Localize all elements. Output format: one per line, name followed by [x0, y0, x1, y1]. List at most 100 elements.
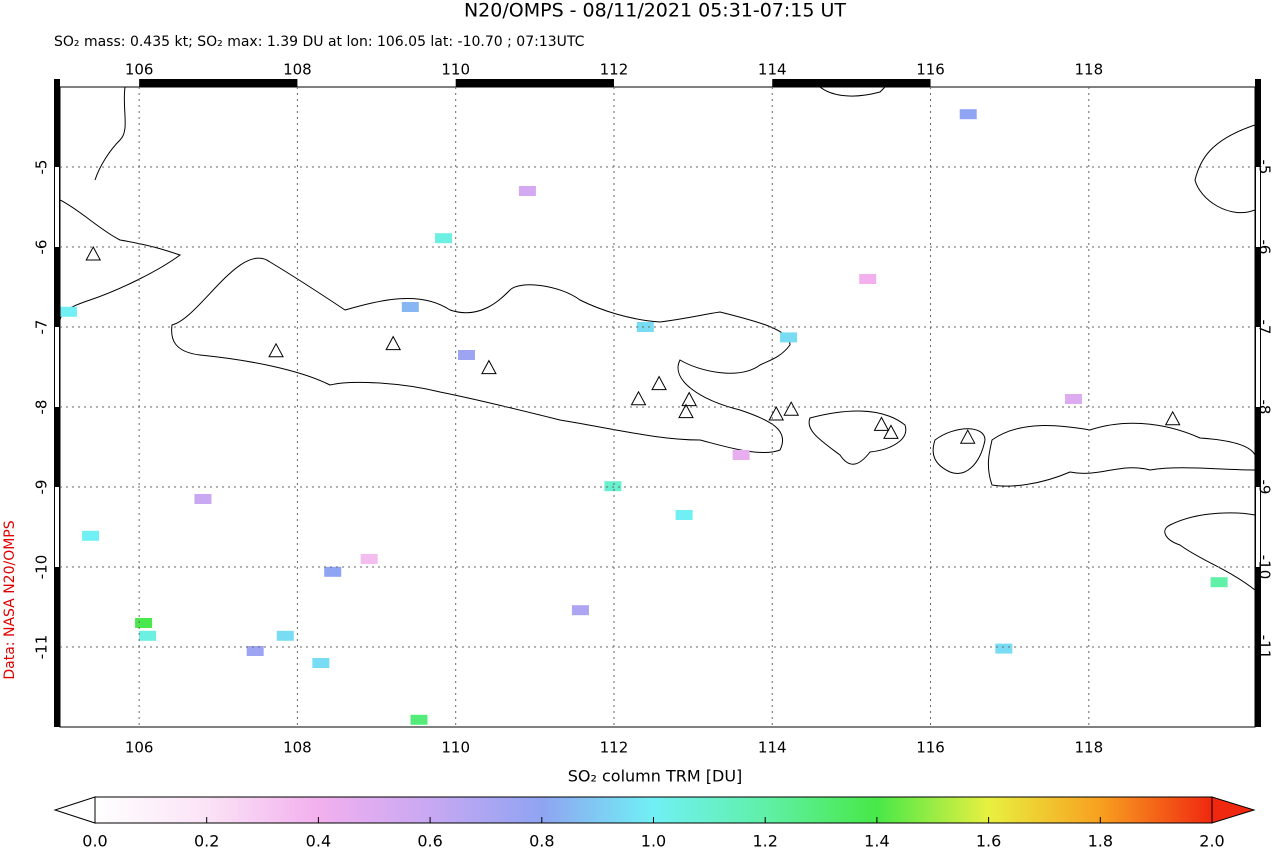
x-tick-label: 112 — [600, 739, 629, 757]
so2-pixel — [780, 332, 797, 342]
x-tick-label: 112 — [600, 61, 629, 79]
frame-segment — [55, 487, 59, 567]
side-label: Data: NASA N20/OMPS — [2, 520, 18, 679]
coastlines — [60, 87, 1255, 590]
so2-pixel — [194, 494, 211, 504]
volcano — [769, 407, 783, 420]
colorbar-tick-label: 1.8 — [1088, 832, 1113, 851]
colorbar-tick-label: 0.8 — [529, 832, 554, 851]
frame-segment — [1256, 167, 1260, 247]
coastline — [172, 258, 790, 452]
coastline — [809, 411, 906, 464]
x-tick-label: 118 — [1074, 739, 1103, 757]
y-tick-label: -6 — [33, 240, 51, 255]
so2-pixel — [411, 715, 428, 725]
x-tick-label: 106 — [125, 739, 154, 757]
x-tick-label: 118 — [1074, 61, 1103, 79]
y-tick-label: -11 — [33, 635, 51, 660]
colorbar-under — [55, 797, 95, 823]
x-tick-label: 116 — [916, 739, 945, 757]
frame-segment — [139, 79, 297, 87]
coastline — [988, 423, 1255, 486]
volcano — [884, 425, 898, 438]
x-tick-label: 108 — [283, 739, 312, 757]
so2-pixel — [312, 658, 329, 668]
so2-pixel — [733, 450, 750, 460]
so2-pixel — [995, 644, 1012, 654]
so2-pixel — [135, 618, 152, 628]
so2-pixel — [402, 302, 419, 312]
colorbar-tick-label: 2.0 — [1199, 832, 1224, 851]
volcano — [482, 361, 496, 374]
x-tick-label: 108 — [283, 61, 312, 79]
frame-segment — [55, 327, 59, 407]
volcano — [632, 392, 646, 405]
volcano — [1166, 412, 1180, 425]
so2-pixel — [1211, 577, 1228, 587]
x-tick-label: 106 — [125, 61, 154, 79]
so2-pixel — [247, 646, 264, 656]
frame-segment — [1256, 327, 1260, 407]
coastline — [60, 200, 180, 320]
x-tick-label: 110 — [441, 61, 470, 79]
x-tick-label: 114 — [758, 61, 787, 79]
x-tick-label: 116 — [916, 61, 945, 79]
so2-pixel — [361, 554, 378, 564]
so2-pixel — [572, 605, 589, 615]
colorbar-over — [1212, 797, 1254, 823]
y-tick-label: -7 — [1256, 320, 1272, 335]
volcano — [86, 247, 100, 260]
colorbar-label: SO₂ column TRM [DU] — [568, 767, 743, 786]
coastline — [820, 87, 885, 96]
so2-pixel — [458, 350, 475, 360]
so2-pixel — [324, 567, 341, 577]
so2-pixel — [676, 510, 693, 520]
so2-pixel — [82, 531, 99, 541]
y-tick-label: -5 — [1256, 160, 1272, 175]
volcano — [269, 344, 283, 357]
volcano — [784, 402, 798, 415]
so2-pixel — [435, 233, 452, 243]
volcano — [961, 430, 975, 443]
coastline — [1195, 125, 1255, 213]
so2-pixel — [60, 307, 77, 317]
colorbar-tick-label: 1.6 — [976, 832, 1001, 851]
so2-pixel — [859, 274, 876, 284]
coastline — [933, 429, 985, 474]
y-tick-label: -8 — [1256, 400, 1272, 415]
volcano — [652, 377, 666, 390]
so2-pixel — [960, 109, 977, 119]
frame-segment — [772, 79, 930, 87]
y-tick-label: -5 — [33, 160, 51, 175]
x-tick-label: 110 — [441, 739, 470, 757]
so2-pixel — [637, 322, 654, 332]
y-tick-label: -10 — [1256, 555, 1272, 580]
so2-pixel — [277, 631, 294, 641]
frame-segment — [456, 79, 614, 87]
y-tick-label: -9 — [1256, 480, 1272, 495]
y-tick-label: -9 — [33, 480, 51, 495]
x-tick-label: 114 — [758, 739, 787, 757]
y-tick-label: -8 — [33, 400, 51, 415]
colorbar-tick-label: 0.2 — [194, 832, 219, 851]
volcano — [386, 337, 400, 350]
y-tick-label: -10 — [33, 555, 51, 580]
pixel-layer — [60, 109, 1228, 725]
so2-pixel — [604, 481, 621, 491]
colorbar-tick-label: 1.2 — [752, 832, 777, 851]
chart-subtitle: SO₂ mass: 0.435 kt; SO₂ max: 1.39 DU at … — [54, 34, 585, 50]
coastline — [95, 87, 125, 180]
so2-pixel — [139, 631, 156, 641]
y-tick-label: -6 — [1256, 240, 1272, 255]
frame-segment — [55, 167, 59, 247]
colorbar-tick-label: 0.6 — [417, 832, 442, 851]
colorbar-tick-label: 1.4 — [864, 832, 889, 851]
volcano — [874, 417, 888, 430]
so2-pixel — [1065, 394, 1082, 404]
coastline — [1165, 513, 1255, 590]
y-tick-label: -11 — [1256, 635, 1272, 660]
so2-pixel — [519, 186, 536, 196]
colorbar-tick-label: 1.0 — [641, 832, 666, 851]
